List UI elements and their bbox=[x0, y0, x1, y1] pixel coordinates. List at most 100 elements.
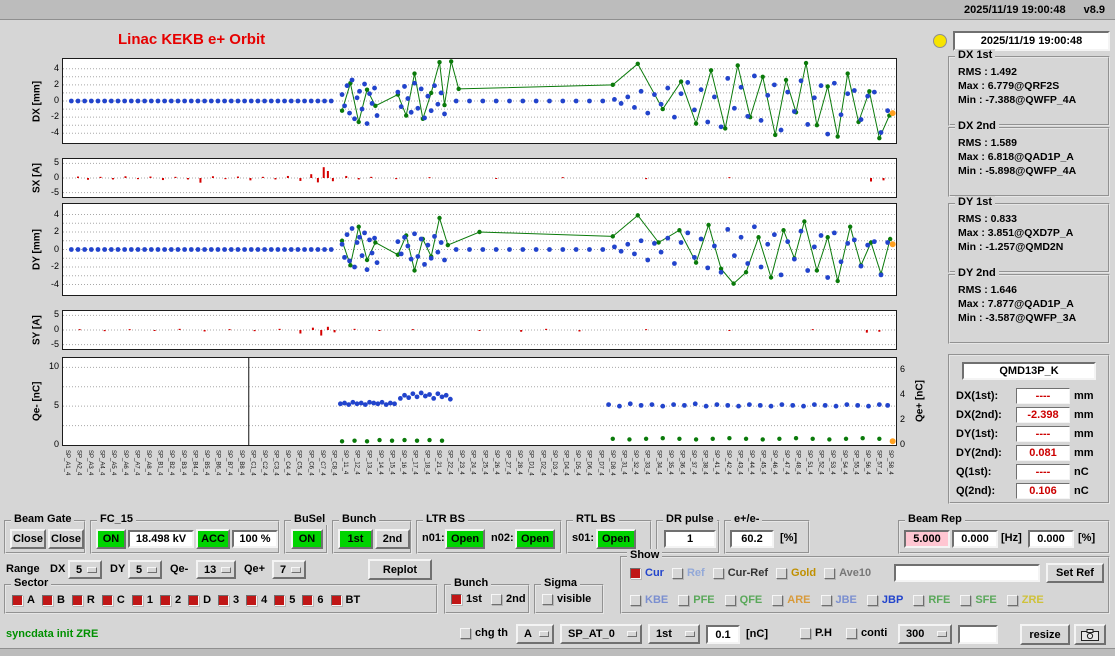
range-qe-plus-select[interactable]: 7 bbox=[272, 560, 306, 579]
checkbox-cur[interactable]: Cur bbox=[630, 567, 664, 579]
ltr-n02-open-button[interactable]: Open bbox=[515, 529, 555, 549]
checkbox-box[interactable] bbox=[71, 594, 83, 606]
threshold-field[interactable]: 0.1 bbox=[706, 625, 740, 644]
range-dx-select[interactable]: 5 bbox=[68, 560, 102, 579]
checkbox-box[interactable] bbox=[776, 567, 788, 579]
checkbox-box[interactable] bbox=[12, 594, 23, 606]
monitor-title: QMD13P_K bbox=[962, 362, 1096, 380]
bpm-select[interactable]: SP_AT_0 bbox=[560, 624, 642, 644]
checkbox-box[interactable] bbox=[460, 627, 471, 639]
beam-gate-close-1-button[interactable]: Close bbox=[10, 529, 46, 549]
checkbox-box[interactable] bbox=[820, 594, 832, 606]
checkbox-box[interactable] bbox=[451, 593, 462, 605]
set-ref-button[interactable]: Set Ref bbox=[1046, 563, 1104, 583]
checkbox-box[interactable] bbox=[302, 594, 314, 606]
checkbox-bunch-1st[interactable]: 1st bbox=[451, 593, 482, 605]
checkbox-bunch-2nd[interactable]: 2nd bbox=[491, 593, 526, 605]
checkbox-kbe[interactable]: KBE bbox=[630, 594, 668, 606]
ratio-legend: e+/e- bbox=[731, 513, 763, 525]
checkbox-box[interactable] bbox=[866, 594, 878, 606]
checkbox-box[interactable] bbox=[330, 594, 342, 606]
sector-select[interactable]: A bbox=[516, 624, 554, 644]
checkbox-chg-th[interactable]: chg th bbox=[460, 627, 508, 639]
checkbox-r[interactable]: R bbox=[71, 594, 95, 606]
checkbox-conti[interactable]: conti bbox=[846, 627, 887, 639]
checkbox-a[interactable]: A bbox=[12, 594, 35, 606]
checkbox-box[interactable] bbox=[824, 567, 836, 579]
checkbox-box[interactable] bbox=[1006, 594, 1018, 606]
checkbox-box[interactable] bbox=[630, 594, 641, 606]
dr-pulse-field[interactable]: 1 bbox=[664, 530, 716, 548]
beam-gate-close-2-button[interactable]: Close bbox=[48, 529, 84, 549]
checkbox-box[interactable] bbox=[188, 594, 200, 606]
checkbox-box[interactable] bbox=[159, 594, 171, 606]
checkbox-zre[interactable]: ZRE bbox=[1006, 594, 1044, 606]
checkbox-box[interactable] bbox=[542, 593, 553, 605]
checkbox-1[interactable]: 1 bbox=[131, 594, 153, 606]
count-field[interactable] bbox=[958, 625, 998, 644]
ref-name-input[interactable] bbox=[894, 564, 1040, 582]
beam-rep-set-field[interactable]: 5.000 bbox=[904, 530, 950, 548]
checkbox-c[interactable]: C bbox=[101, 594, 125, 606]
checkbox-are[interactable]: ARE bbox=[772, 594, 811, 606]
fc15-kv-field[interactable]: 18.498 kV bbox=[128, 530, 194, 548]
checkbox-jbe[interactable]: JBE bbox=[820, 594, 857, 606]
checkbox-ave10[interactable]: Ave10 bbox=[824, 567, 871, 579]
checkbox-box[interactable] bbox=[846, 627, 857, 639]
checkbox-d[interactable]: D bbox=[188, 594, 211, 606]
x-axis-label: SP_42_4 bbox=[724, 450, 731, 475]
fc15-acc-button[interactable]: ACC bbox=[196, 529, 230, 549]
checkbox-sfe[interactable]: SFE bbox=[960, 594, 997, 606]
checkbox-pfe[interactable]: PFE bbox=[678, 594, 715, 606]
bunch-order-select[interactable]: 1st bbox=[648, 624, 700, 644]
bunch-1st-button[interactable]: 1st bbox=[338, 529, 373, 549]
checkbox-box[interactable] bbox=[678, 594, 690, 606]
checkbox-box[interactable] bbox=[913, 594, 925, 606]
checkbox-b[interactable]: B bbox=[41, 594, 65, 606]
checkbox-qfe[interactable]: QFE bbox=[724, 594, 762, 606]
checkbox-cur-ref[interactable]: Cur-Ref bbox=[712, 567, 768, 579]
checkbox-4[interactable]: 4 bbox=[246, 594, 267, 606]
busel-on-button[interactable]: ON bbox=[291, 529, 323, 549]
checkbox-box[interactable] bbox=[246, 594, 258, 606]
checkbox-5[interactable]: 5 bbox=[274, 594, 295, 606]
checkbox-box[interactable] bbox=[218, 594, 230, 606]
checkbox-2[interactable]: 2 bbox=[159, 594, 181, 606]
resize-button[interactable]: resize bbox=[1020, 624, 1070, 645]
screenshot-button[interactable] bbox=[1074, 624, 1106, 645]
rtl-s01-open-button[interactable]: Open bbox=[596, 529, 636, 549]
fc15-percent-field[interactable]: 100 % bbox=[232, 530, 278, 548]
bunch-2nd-button[interactable]: 2nd bbox=[375, 529, 410, 549]
stat-rms: RMS : 1.492 bbox=[958, 66, 1017, 78]
checkbox-box[interactable] bbox=[960, 594, 972, 606]
checkbox-ref[interactable]: Ref bbox=[671, 567, 705, 579]
checkbox-box[interactable] bbox=[274, 594, 286, 606]
checkbox-gold[interactable]: Gold bbox=[776, 567, 816, 579]
checkbox-box[interactable] bbox=[671, 567, 683, 579]
checkbox-ph[interactable]: P.H bbox=[800, 627, 832, 639]
checkbox-box[interactable] bbox=[41, 594, 53, 606]
checkbox-rfe[interactable]: RFE bbox=[913, 594, 950, 606]
checkbox-box[interactable] bbox=[800, 627, 811, 639]
checkbox-box[interactable] bbox=[131, 594, 143, 606]
dropdown-indicator bbox=[627, 631, 637, 637]
checkbox-label: Ave10 bbox=[839, 567, 872, 579]
range-dy-select[interactable]: 5 bbox=[128, 560, 162, 579]
checkbox-box[interactable] bbox=[772, 594, 784, 606]
ltr-n01-open-button[interactable]: Open bbox=[445, 529, 485, 549]
fc15-on-button[interactable]: ON bbox=[96, 529, 126, 549]
checkbox-box[interactable] bbox=[724, 594, 736, 606]
checkbox-box[interactable] bbox=[491, 593, 502, 605]
range-qe-minus-select[interactable]: 13 bbox=[196, 560, 236, 579]
replot-button[interactable]: Replot bbox=[368, 559, 432, 580]
ratio-field[interactable]: 60.2 bbox=[730, 530, 774, 548]
checkbox-box[interactable] bbox=[101, 594, 113, 606]
checkbox-box[interactable] bbox=[712, 567, 724, 579]
checkbox-sigma-visible[interactable]: visible bbox=[542, 593, 591, 605]
checkbox-jbp[interactable]: JBP bbox=[866, 594, 903, 606]
checkbox-bt[interactable]: BT bbox=[330, 594, 360, 606]
checkbox-6[interactable]: 6 bbox=[302, 594, 324, 606]
interval-select[interactable]: 300 bbox=[898, 624, 952, 644]
checkbox-box[interactable] bbox=[630, 567, 641, 579]
checkbox-3[interactable]: 3 bbox=[218, 594, 239, 606]
